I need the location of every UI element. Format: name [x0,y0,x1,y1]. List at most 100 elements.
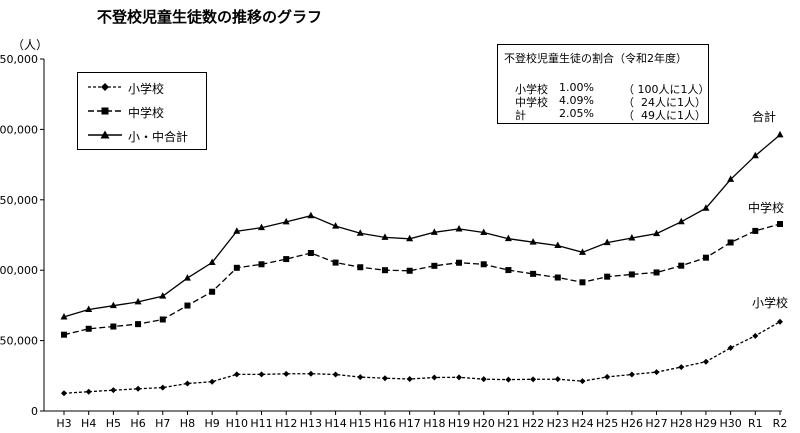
legend-label-elementary: 小学校 [128,82,165,96]
data-point [702,254,709,261]
data-point [357,374,364,381]
data-point [702,204,710,211]
ratio-box-title: 不登校児童生徒の割合（令和2年度） [504,52,687,65]
y-tick-label: 150,000 [0,194,38,207]
data-point [530,270,537,277]
data-point [109,301,117,309]
data-point [702,358,709,365]
ratio-note: （ 49人に1人） [623,109,706,122]
x-tick-label: H24 [571,417,593,430]
legend-swatch-elementary [88,83,122,91]
data-point [604,373,611,380]
legend-item-elementary: 小学校 [86,78,204,96]
y-tick-label: 0 [31,405,38,418]
data-point [332,259,339,266]
data-point [159,316,166,323]
data-point [283,256,290,263]
data-point [135,321,142,328]
data-point [159,384,166,391]
data-point [159,292,167,299]
ratio-percent: 4.09% [559,94,594,107]
data-point [307,370,314,377]
ratio-label: 小学校 [515,83,548,96]
data-point [456,259,463,266]
end-label-junior: 中学校 [748,201,785,215]
x-tick-label: H8 [180,417,195,430]
data-point [135,385,142,392]
series-line-2 [63,134,781,318]
data-point [381,375,388,382]
data-point [776,130,784,138]
data-point [85,325,92,332]
x-tick-label: H5 [106,417,121,430]
data-point [357,264,364,271]
x-tick-label: R2 [773,417,788,430]
data-point [356,229,364,236]
ratio-label: 中学校 [515,96,548,109]
data-point [455,224,463,232]
x-tick-label: H18 [423,417,445,430]
data-point [134,297,142,305]
legend-label-junior: 中学校 [128,106,165,120]
data-point [184,380,191,387]
data-point [110,387,117,394]
data-point [307,211,315,219]
data-point [85,305,93,312]
y-tick-label: 200,000 [0,123,38,136]
data-point [727,175,735,182]
data-point [578,248,586,255]
x-tick-label: H17 [399,417,421,430]
ratio-percent: 2.05% [559,107,594,120]
legend-item-total: 小・中合計 [86,126,204,144]
data-point [628,233,636,241]
data-point [431,262,438,269]
data-point [604,273,611,280]
data-point [777,318,783,325]
x-tick-label: H23 [547,417,569,430]
x-tick-label: H30 [719,417,741,430]
legend-item-junior: 中学校 [86,102,204,120]
data-point [677,217,685,225]
data-point [282,217,290,225]
chart-title: 不登校児童生徒数の推移のグラフ [97,8,323,26]
data-point [209,378,216,385]
x-tick-label: H21 [497,417,519,430]
ratio-note: （ 100人に1人） [623,83,710,96]
data-point [480,261,487,268]
data-point [307,250,314,257]
legend-swatch-total [88,130,122,139]
series-line-1 [63,223,781,336]
data-point [752,227,759,234]
legend: 小学校 中学校 小・中合計 [77,72,207,150]
ratio-percent: 1.00% [559,81,594,94]
series-line-0 [63,321,781,394]
x-tick-label: H9 [204,417,219,430]
data-point [406,376,413,383]
data-point [208,258,216,265]
legend-label-total: 小・中合計 [128,130,189,144]
data-point [283,370,290,377]
data-point [480,228,488,235]
x-tick-label: H13 [300,417,322,430]
data-point [628,271,635,278]
end-label-total: 合計 [752,110,777,124]
x-tick-label: H7 [155,417,170,430]
x-tick-label: H4 [81,417,96,430]
ratio-note: （ 24人に1人） [623,96,706,109]
x-tick-label: H11 [250,417,272,430]
legend-swatch-junior [88,107,122,115]
data-point [554,376,561,383]
x-tick-label: H19 [448,417,470,430]
x-tick-label: H14 [324,417,346,430]
data-point [110,323,117,330]
data-point [183,274,191,281]
data-point [233,227,241,234]
y-tick-label: 50,000 [0,335,38,348]
data-point [653,369,660,376]
x-tick-label: H16 [374,417,396,430]
data-point [233,264,240,271]
data-point [258,223,266,231]
data-point [579,378,586,385]
data-point [332,371,339,378]
data-point [85,388,92,395]
